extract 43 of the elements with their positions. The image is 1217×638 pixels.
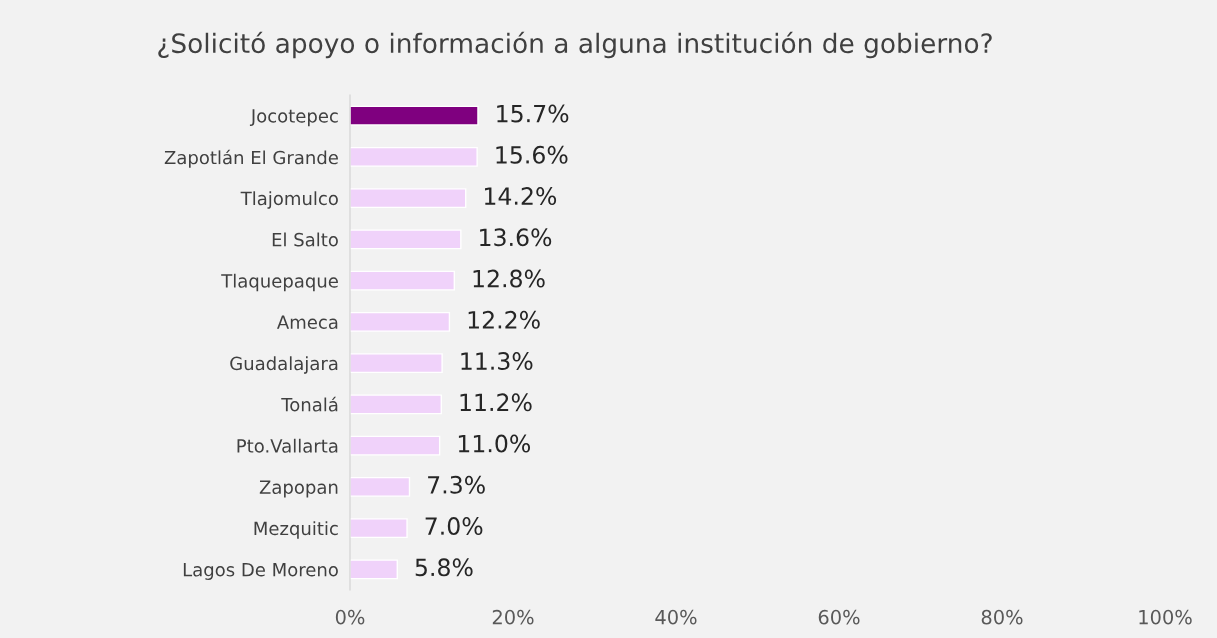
- y-tick-label: Ameca: [276, 315, 338, 329]
- bar: [350, 559, 398, 580]
- data-label: 15.6%: [496, 145, 568, 164]
- bar: [350, 518, 408, 539]
- bar: [350, 105, 479, 126]
- y-tick-label: Zapopan: [259, 480, 338, 498]
- bar: [350, 353, 443, 374]
- data-label: 11.3%: [461, 352, 533, 370]
- x-tick-label: 60%: [818, 609, 860, 625]
- y-tick-label: Mezquitic: [254, 521, 338, 539]
- data-label: 15.7%: [497, 104, 569, 123]
- bar: [350, 188, 467, 209]
- data-label: 5.8%: [415, 558, 473, 577]
- x-tick-label: 20%: [492, 609, 534, 625]
- data-label: 12.8%: [473, 269, 545, 288]
- x-tick-label: 100%: [1139, 609, 1192, 625]
- data-label: 11.0%: [458, 434, 531, 453]
- y-tick-label: Guadalajara: [230, 356, 338, 374]
- y-tick-label: Tlaquepaque: [221, 273, 338, 292]
- bar: [350, 229, 462, 250]
- y-tick-label: El Salto: [272, 232, 338, 247]
- y-tick-label: Zapotlán El Grande: [164, 149, 338, 168]
- bar: [350, 311, 451, 332]
- data-label: 12.2%: [468, 310, 540, 329]
- y-tick-label: Tonalá: [281, 396, 338, 412]
- bar: [350, 394, 442, 415]
- bar: [350, 146, 478, 167]
- data-label: 11.2%: [460, 393, 532, 412]
- bar: [350, 270, 456, 291]
- data-label: 13.6%: [480, 228, 552, 247]
- x-tick-label: 0%: [335, 609, 365, 625]
- bar: [350, 435, 441, 456]
- data-label: 7.0%: [425, 517, 483, 535]
- y-tick-label: Lagos De Moreno: [183, 563, 338, 580]
- data-label: 7.3%: [428, 475, 485, 494]
- data-label: 14.2%: [484, 187, 557, 205]
- x-tick-label: 80%: [981, 609, 1023, 625]
- bar: [350, 476, 411, 497]
- y-tick-label: Tlajomulco: [240, 191, 338, 209]
- x-tick-label: 40%: [655, 609, 697, 625]
- y-tick-label: Jocotepec: [249, 109, 338, 127]
- chart-title: ¿Solicitó apoyo o información a alguna institución de gobierno?: [158, 31, 992, 59]
- y-tick-label: Pto.Vallarta: [237, 438, 338, 453]
